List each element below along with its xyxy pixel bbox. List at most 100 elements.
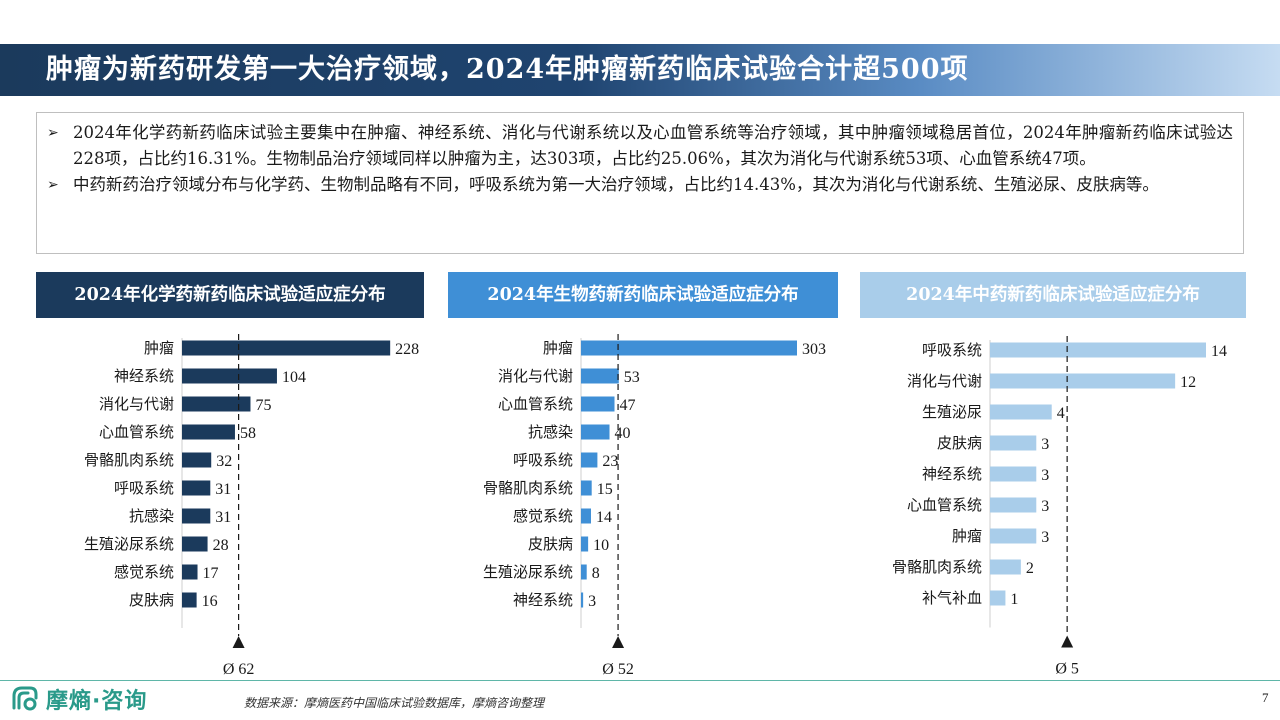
category-label: 呼吸系统 <box>513 451 573 469</box>
category-label: 消化与代谢 <box>99 395 174 413</box>
average-triangle-icon <box>612 636 625 648</box>
category-label: 皮肤病 <box>937 434 982 452</box>
data-label: 58 <box>240 425 256 442</box>
data-label: 53 <box>624 369 640 386</box>
data-label: 10 <box>593 537 609 554</box>
data-label: 40 <box>615 425 631 442</box>
data-label: 2 <box>1026 560 1034 577</box>
data-label: 4 <box>1057 405 1065 422</box>
category-label: 骨骼肌肉系统 <box>892 558 982 576</box>
category-label: 皮肤病 <box>528 535 573 553</box>
category-label: 神经系统 <box>513 591 573 609</box>
bar <box>990 559 1021 575</box>
category-label: 呼吸系统 <box>114 479 174 497</box>
data-source-note: 数据来源：摩熵医药中国临床试验数据库，摩熵咨询整理 <box>244 696 545 710</box>
data-label: 15 <box>597 481 613 498</box>
data-label: 104 <box>282 369 306 386</box>
data-label: 28 <box>213 537 229 554</box>
data-label: 12 <box>1180 374 1196 391</box>
footer-divider <box>0 680 1280 681</box>
logo-text: 摩熵·咨询 <box>46 689 148 714</box>
summary-text-1: 2024年化学药新药临床试验主要集中在肿瘤、神经系统、消化与代谢系统以及心血管系… <box>73 123 1233 168</box>
data-label: 3 <box>1041 467 1049 484</box>
category-label: 感觉系统 <box>513 507 573 525</box>
data-label: 8 <box>592 565 600 582</box>
bar <box>182 452 212 468</box>
average-label: Ø 62 <box>223 661 255 678</box>
chart-chemical: 肿瘤 228 神经系统 104 消化与代谢 75 心血管系统 58 骨骼肌肉系统 32 呼吸系统 31… <box>84 334 419 678</box>
bar <box>182 592 197 608</box>
data-label: 3 <box>1041 436 1049 453</box>
category-label: 消化与代谢 <box>907 372 982 390</box>
bar <box>581 564 587 580</box>
chart-tcm: 呼吸系统 14 消化与代谢 12 生殖泌尿 4 皮肤病 3 神经系统 3 心血管系统 3 肿瘤 3 骨骼肌肉… <box>892 336 1227 678</box>
category-label: 心血管系统 <box>99 423 174 441</box>
bar <box>182 368 277 384</box>
bar <box>990 342 1206 358</box>
category-label: 抗感染 <box>528 423 573 441</box>
category-label: 神经系统 <box>922 465 982 483</box>
bar <box>990 435 1037 451</box>
bar <box>581 396 615 412</box>
summary-text-2: 中药新药治疗领域分布与化学药、生物制品略有不同，呼吸系统为第一大治疗领域，占比约… <box>73 175 1159 194</box>
category-label: 心血管系统 <box>907 496 982 514</box>
category-label: 肿瘤 <box>952 527 982 545</box>
average-label: Ø 52 <box>602 661 634 678</box>
data-label: 228 <box>395 341 419 358</box>
category-label: 心血管系统 <box>498 395 573 413</box>
category-label: 抗感染 <box>129 507 174 525</box>
chart-title-biologic: 2024年生物药新药临床试验适应症分布 <box>448 272 838 318</box>
chart-biologic: 肿瘤 303 消化与代谢 53 心血管系统 47 抗感染 40 呼吸系统 23 骨骼肌肉系统 15 感觉… <box>483 334 826 678</box>
page-title: 肿瘤为新药研发第一大治疗领域，2024年肿瘤新药临床试验合计超500项 <box>46 54 969 85</box>
data-label: 14 <box>1211 343 1227 360</box>
bar <box>581 340 797 356</box>
category-label: 感觉系统 <box>114 563 174 581</box>
bar <box>182 480 211 496</box>
bar <box>182 508 211 524</box>
data-label: 3 <box>1041 498 1049 515</box>
bar <box>581 536 589 552</box>
bar <box>182 396 251 412</box>
average-label: Ø 5 <box>1055 661 1079 678</box>
bar <box>182 340 391 356</box>
category-label: 骨骼肌肉系统 <box>483 479 573 497</box>
bar <box>182 536 208 552</box>
chart-title-tcm: 2024年中药新药临床试验适应症分布 <box>860 272 1246 318</box>
data-label: 16 <box>202 593 218 610</box>
data-label: 23 <box>602 453 618 470</box>
data-label: 1 <box>1010 591 1018 608</box>
data-label: 3 <box>1041 529 1049 546</box>
average-triangle-icon <box>232 636 245 648</box>
data-label: 3 <box>588 593 596 610</box>
bullet-arrow-icon: ➢ <box>47 177 59 193</box>
category-label: 生殖泌尿系统 <box>483 563 573 581</box>
bar <box>990 404 1052 420</box>
data-label: 303 <box>802 341 826 358</box>
bar <box>990 497 1037 513</box>
bar <box>581 592 584 608</box>
data-label: 32 <box>216 453 232 470</box>
title-bar: 肿瘤为新药研发第一大治疗领域，2024年肿瘤新药临床试验合计超500项 <box>0 44 1280 96</box>
category-label: 呼吸系统 <box>922 341 982 359</box>
category-label: 神经系统 <box>114 367 174 385</box>
bullet-arrow-icon: ➢ <box>47 125 59 141</box>
data-label: 75 <box>255 397 271 414</box>
category-label: 骨骼肌肉系统 <box>84 451 174 469</box>
bar <box>990 466 1037 482</box>
summary-bullet-2: ➢ 中药新药治疗领域分布与化学药、生物制品略有不同，呼吸系统为第一大治疗领域，占… <box>47 172 1233 198</box>
category-label: 生殖泌尿系统 <box>84 535 174 553</box>
data-label: 31 <box>215 509 231 526</box>
category-label: 补气补血 <box>922 589 982 607</box>
summary-box: ➢ 2024年化学药新药临床试验主要集中在肿瘤、神经系统、消化与代谢系统以及心血… <box>36 112 1244 254</box>
bar <box>182 564 198 580</box>
category-label: 消化与代谢 <box>498 367 573 385</box>
summary-bullet-1: ➢ 2024年化学药新药临床试验主要集中在肿瘤、神经系统、消化与代谢系统以及心血… <box>47 120 1233 172</box>
average-triangle-icon <box>1061 635 1074 648</box>
bar <box>581 508 591 524</box>
data-label: 17 <box>203 565 219 582</box>
data-label: 47 <box>620 397 636 414</box>
page-number: 7 <box>1262 690 1269 705</box>
bar <box>990 373 1176 389</box>
category-label: 肿瘤 <box>144 339 174 357</box>
bar <box>581 480 592 496</box>
